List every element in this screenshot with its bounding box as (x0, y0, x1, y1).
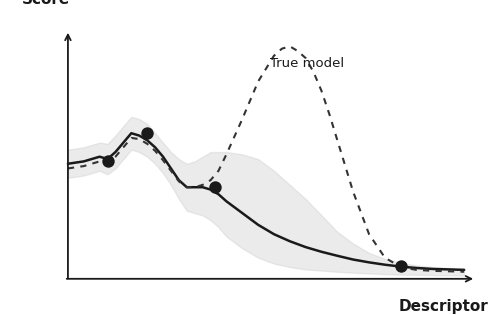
Point (143, 131, 151, 136)
Point (104, 159, 112, 164)
Text: True model: True model (270, 56, 344, 70)
Point (210, 185, 218, 190)
Point (397, 263, 405, 268)
Text: Score: Score (22, 0, 70, 7)
Text: Descriptor: Descriptor (398, 299, 488, 314)
